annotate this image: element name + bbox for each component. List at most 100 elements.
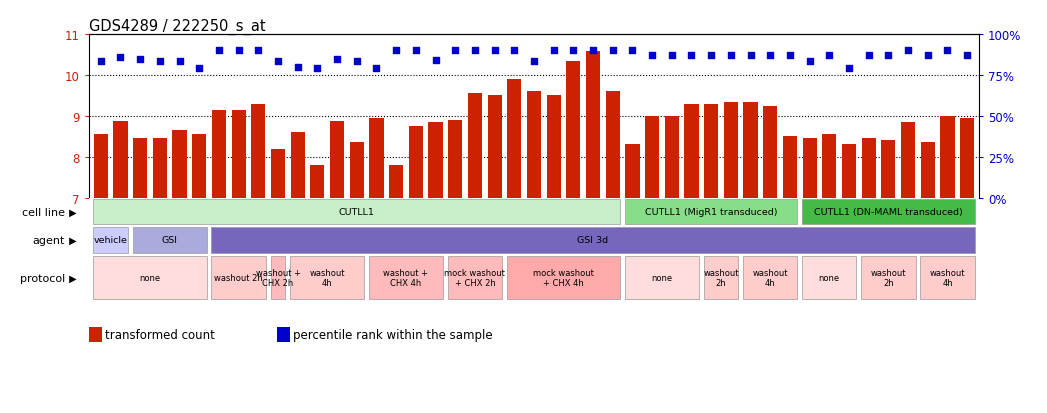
Point xyxy=(919,52,936,59)
Point xyxy=(349,58,365,65)
Text: washout
4h: washout 4h xyxy=(753,269,788,287)
Point xyxy=(112,54,129,61)
Bar xyxy=(291,133,305,198)
Text: GDS4289 / 222250_s_at: GDS4289 / 222250_s_at xyxy=(89,19,266,35)
Bar xyxy=(822,135,837,198)
Text: washout 2h: washout 2h xyxy=(215,273,263,282)
Bar xyxy=(723,102,738,198)
Point xyxy=(132,56,149,63)
Bar xyxy=(783,137,797,198)
Bar xyxy=(468,94,482,198)
Text: washout
4h: washout 4h xyxy=(930,269,965,287)
Bar xyxy=(271,149,285,198)
Point xyxy=(959,52,976,59)
Text: washout
2h: washout 2h xyxy=(871,269,906,287)
Bar xyxy=(527,92,541,198)
Bar xyxy=(802,257,856,299)
Bar xyxy=(173,131,186,198)
Point xyxy=(722,52,739,59)
Text: cell line: cell line xyxy=(22,207,65,217)
Bar xyxy=(94,135,108,198)
Text: GSI: GSI xyxy=(161,236,178,245)
Point xyxy=(250,47,267,54)
Bar xyxy=(586,51,600,198)
Bar xyxy=(920,257,975,299)
Bar xyxy=(743,102,758,198)
Point xyxy=(506,47,522,54)
Text: ▶: ▶ xyxy=(66,207,76,217)
Bar xyxy=(408,127,423,198)
Point xyxy=(624,47,641,54)
Bar xyxy=(448,121,463,198)
Text: GSI 3d: GSI 3d xyxy=(578,236,608,245)
Text: none: none xyxy=(819,273,840,282)
Point xyxy=(664,52,681,59)
Text: CUTLL1 (DN-MAML transduced): CUTLL1 (DN-MAML transduced) xyxy=(814,208,963,217)
Bar xyxy=(802,199,975,225)
Bar xyxy=(645,116,660,198)
Point xyxy=(329,56,346,63)
Bar xyxy=(704,257,738,299)
Bar xyxy=(93,199,620,225)
Text: CUTLL1 (MigR1 transduced): CUTLL1 (MigR1 transduced) xyxy=(645,208,778,217)
Point xyxy=(801,58,818,65)
Text: washout
4h: washout 4h xyxy=(310,269,344,287)
Point xyxy=(861,52,877,59)
Point xyxy=(584,47,601,54)
Point xyxy=(545,47,562,54)
Bar xyxy=(960,119,974,198)
Bar xyxy=(330,121,344,198)
Bar xyxy=(862,139,875,198)
Text: ▶: ▶ xyxy=(66,273,76,283)
Bar xyxy=(133,139,148,198)
Point xyxy=(172,58,188,65)
Bar xyxy=(488,96,502,198)
Bar xyxy=(93,257,206,299)
Bar xyxy=(862,257,915,299)
Point xyxy=(230,47,247,54)
Bar xyxy=(153,139,166,198)
Bar xyxy=(920,143,935,198)
Point xyxy=(270,58,287,65)
Bar xyxy=(743,257,798,299)
Bar xyxy=(625,199,798,225)
Point xyxy=(879,52,896,59)
Point xyxy=(644,52,661,59)
Text: percentile rank within the sample: percentile rank within the sample xyxy=(293,328,493,341)
Bar xyxy=(369,257,443,299)
Point xyxy=(939,47,956,54)
Bar xyxy=(704,104,718,198)
Bar xyxy=(350,143,364,198)
Point xyxy=(781,52,798,59)
Point xyxy=(92,58,109,65)
Point xyxy=(683,52,699,59)
Text: mock washout
+ CHX 2h: mock washout + CHX 2h xyxy=(445,269,506,287)
Bar xyxy=(370,119,383,198)
Bar xyxy=(685,104,698,198)
Point xyxy=(427,57,444,64)
Point xyxy=(486,47,503,54)
Bar xyxy=(803,139,817,198)
Bar xyxy=(251,104,265,198)
Text: transformed count: transformed count xyxy=(105,328,215,341)
Text: none: none xyxy=(651,273,672,282)
Point xyxy=(762,52,779,59)
Bar xyxy=(507,80,521,198)
Text: mock washout
+ CHX 4h: mock washout + CHX 4h xyxy=(533,269,594,287)
Text: agent: agent xyxy=(32,235,65,245)
Point xyxy=(821,52,838,59)
Bar xyxy=(211,257,266,299)
Bar xyxy=(193,135,206,198)
Bar xyxy=(270,257,286,299)
Text: none: none xyxy=(139,273,160,282)
Bar xyxy=(547,96,561,198)
Text: protocol: protocol xyxy=(20,273,65,283)
Point xyxy=(447,47,464,54)
Text: CUTLL1: CUTLL1 xyxy=(339,208,375,217)
Bar xyxy=(566,62,580,198)
Point xyxy=(152,58,169,65)
Bar xyxy=(133,228,206,253)
Point xyxy=(526,58,542,65)
Bar xyxy=(625,145,640,198)
Bar xyxy=(93,228,128,253)
